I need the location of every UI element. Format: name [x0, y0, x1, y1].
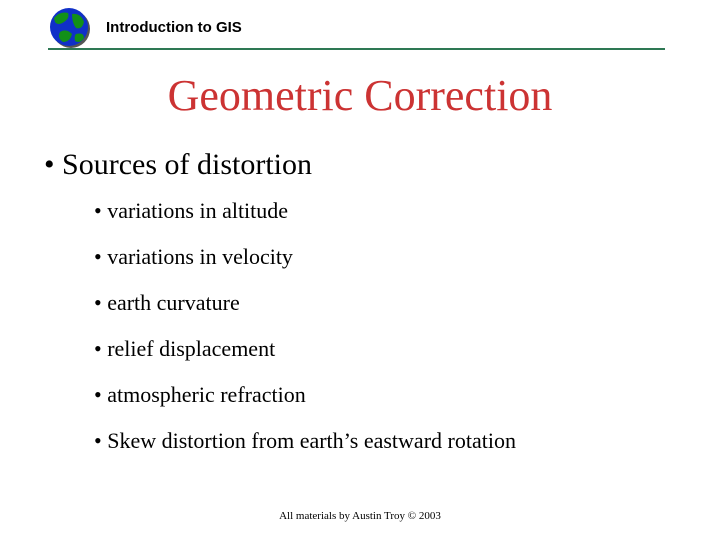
bullet-l2-2-text: earth curvature [107, 290, 240, 315]
bullet-l2-0-text: variations in altitude [107, 198, 288, 223]
slide-header: Introduction to GIS [48, 6, 680, 48]
slide-title: Geometric Correction [0, 70, 720, 121]
bullet-l1-sources: • Sources of distortion [44, 148, 312, 182]
bullet-l2-3-text: relief displacement [107, 336, 275, 361]
bullet-l2-5: • Skew distortion from earth’s eastward … [94, 428, 516, 454]
globe-icon [48, 6, 90, 48]
bullet-l2-4-text: atmospheric refraction [107, 382, 306, 407]
footer-copyright: All materials by Austin Troy © 2003 [0, 510, 720, 522]
bullet-l2-1-text: variations in velocity [107, 244, 293, 269]
bullet-l2-3: • relief displacement [94, 336, 275, 362]
header-label: Introduction to GIS [106, 19, 242, 36]
header-rule [48, 48, 665, 50]
globe-water [50, 8, 88, 46]
bullet-l2-0: • variations in altitude [94, 198, 288, 224]
bullet-l1-text: Sources of distortion [62, 148, 312, 181]
bullet-l2-4: • atmospheric refraction [94, 382, 306, 408]
bullet-l2-1: • variations in velocity [94, 244, 293, 270]
bullet-l2-2: • earth curvature [94, 290, 240, 316]
bullet-l2-5-text: Skew distortion from earth’s eastward ro… [107, 428, 516, 453]
